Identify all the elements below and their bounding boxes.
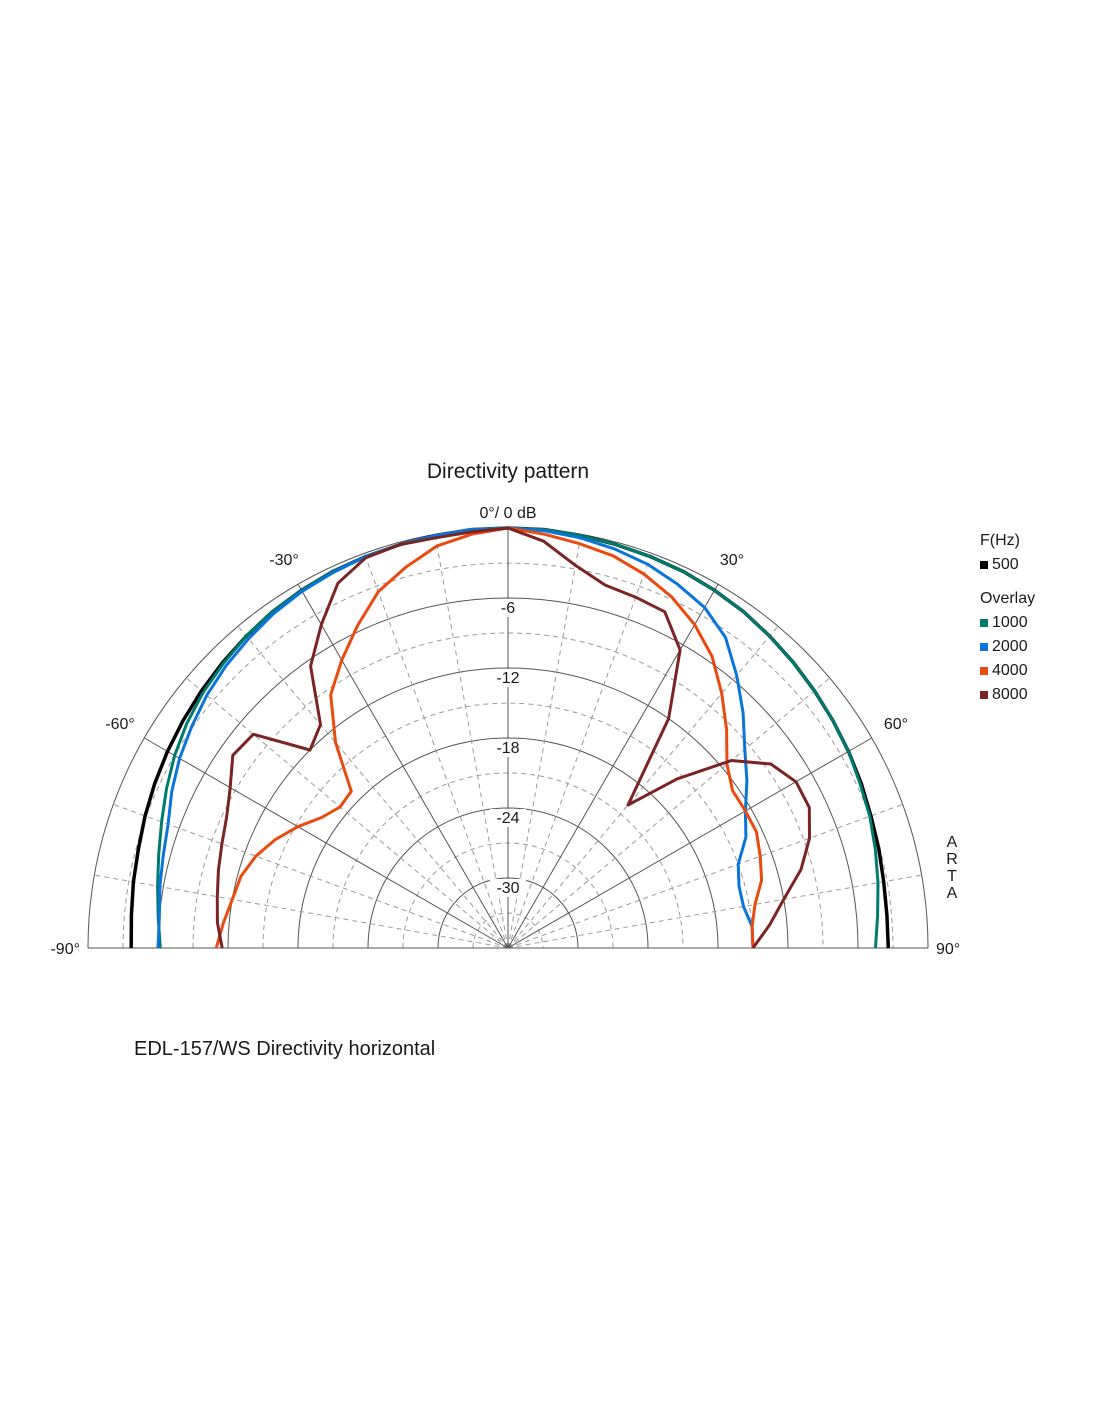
grid-spoke-minor (237, 625, 509, 949)
polar-grid (87, 527, 929, 949)
radial-label-bg (490, 739, 526, 757)
radial-tick-label: -6 (501, 600, 515, 617)
grid-spoke-minor (94, 874, 509, 949)
radial-tick-label: -24 (496, 810, 519, 827)
radial-label-bg (490, 879, 526, 897)
watermark-letter: R (946, 851, 958, 868)
grid-spoke-minor (507, 534, 582, 949)
legend-swatch (980, 643, 988, 651)
legend-label: 2000 (992, 638, 1028, 655)
legend-item-500: 500 (980, 553, 1035, 577)
grid-spoke-minor (363, 553, 509, 949)
grid-spoke-major (507, 584, 719, 949)
radial-label-bg (490, 669, 526, 687)
angle-tick-label: -60° (105, 716, 135, 733)
legend-swatch (980, 561, 988, 569)
legend-header: F(Hz) (980, 532, 1020, 549)
axis-labels: -6 -12 -18 -24 -30 0°/ 0 dB -90° -60° -30° 30° 60°… (50, 505, 960, 958)
radial-label-bg (490, 809, 526, 827)
legend-swatch (980, 691, 988, 699)
legend-label: 1000 (992, 614, 1028, 631)
legend-item-2000: 2000 (980, 635, 1035, 659)
chart-title: Directivity pattern (426, 460, 590, 483)
angle-tick-label: 60° (884, 716, 908, 733)
grid-spoke-minor (507, 874, 922, 949)
legend-item-1000: 1000 (980, 611, 1035, 635)
grid-spoke-minor (434, 534, 509, 949)
arta-watermark: A R T A (944, 834, 960, 902)
grid-spoke-major (297, 584, 509, 949)
legend-item-8000: 8000 (980, 683, 1035, 707)
plot-series (129, 526, 891, 949)
legend-label: 500 (992, 556, 1019, 573)
legend-swatch (980, 667, 988, 675)
grid-spoke-minor (507, 625, 779, 949)
grid-ring-minor (262, 702, 754, 949)
watermark-letter: A (946, 834, 958, 851)
series-line-8000 (215, 526, 811, 949)
legend: F(Hz) 500 Overlay 1000 2000 4000 8000 (980, 529, 1035, 707)
radial-tick-label: -30 (496, 880, 519, 897)
grid-spoke-major (507, 737, 872, 949)
radial-tick-label: -18 (496, 740, 519, 757)
watermark-letter: T (947, 868, 957, 885)
legend-label: 8000 (992, 686, 1028, 703)
legend-overlay-header: Overlay (980, 590, 1036, 607)
watermark-letter: A (946, 885, 958, 902)
grid-spoke-minor (185, 677, 509, 949)
grid-spoke-minor (507, 803, 903, 949)
legend-swatch (980, 619, 988, 627)
angle-tick-label: 30° (720, 552, 744, 569)
radial-tick-label: -12 (496, 670, 519, 687)
grid-ring-minor (192, 632, 824, 949)
grid-spoke-minor (507, 553, 653, 949)
legend-label: 4000 (992, 662, 1028, 679)
angle-tick-label: -90° (50, 941, 80, 958)
angle-tick-label: 90° (936, 941, 960, 958)
radial-label-bg (490, 599, 526, 617)
grid-spoke-minor (113, 803, 509, 949)
legend-item-4000: 4000 (980, 659, 1035, 683)
top-label: 0°/ 0 dB (479, 505, 536, 522)
grid-spoke-major (144, 737, 509, 949)
grid-spoke-minor (507, 677, 831, 949)
angle-tick-label: -30° (269, 552, 299, 569)
chart-caption: EDL-157/WS Directivity horizontal (134, 1038, 436, 1060)
